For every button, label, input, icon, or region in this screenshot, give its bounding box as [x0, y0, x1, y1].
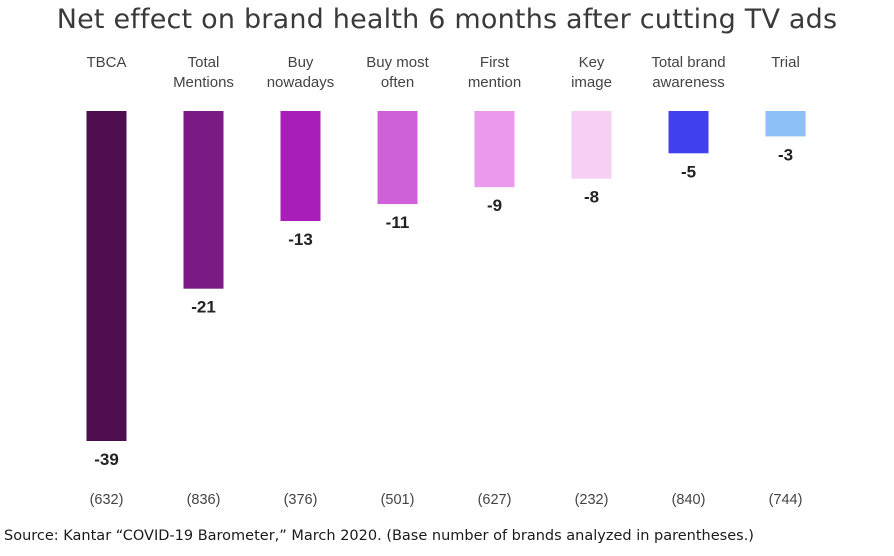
value-label: -13 [288, 230, 313, 249]
base-count-label: (744) [769, 492, 803, 508]
bar [377, 111, 418, 205]
value-label: -3 [778, 145, 793, 164]
bar [668, 111, 709, 154]
base-count-label: (232) [575, 492, 609, 508]
bar [571, 111, 612, 179]
category-label: Buy most often [366, 54, 429, 91]
bar [474, 111, 515, 188]
value-label: -11 [386, 213, 410, 232]
category-label: First mention [468, 54, 521, 91]
category-label: Total brand awareness [651, 54, 725, 91]
bar [183, 111, 224, 289]
source-note: Source: Kantar “COVID-19 Barometer,” Mar… [4, 528, 754, 544]
base-count-label: (840) [672, 492, 706, 508]
base-count-label: (836) [187, 492, 221, 508]
category-label: Key image [571, 54, 612, 91]
value-label: -9 [487, 196, 502, 215]
base-count-label: (632) [90, 492, 124, 508]
category-label: Buy nowadays [267, 54, 335, 91]
value-label: -5 [681, 162, 696, 181]
bar [765, 111, 806, 137]
base-count-label: (501) [381, 492, 415, 508]
category-label: TBCA [86, 54, 126, 71]
base-count-label: (376) [284, 492, 318, 508]
value-label: -8 [584, 188, 599, 207]
chart-title: Net effect on brand health 6 months afte… [56, 4, 838, 35]
category-label: Trial [771, 54, 800, 71]
base-count-label: (627) [478, 492, 512, 508]
bar [280, 111, 321, 221]
value-label: -21 [191, 298, 216, 317]
bar [86, 111, 127, 441]
category-label: Total Mentions [173, 54, 234, 91]
value-label: -39 [94, 450, 119, 469]
